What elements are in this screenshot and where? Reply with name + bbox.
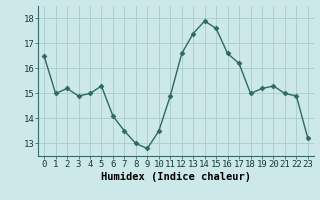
X-axis label: Humidex (Indice chaleur): Humidex (Indice chaleur) bbox=[101, 172, 251, 182]
